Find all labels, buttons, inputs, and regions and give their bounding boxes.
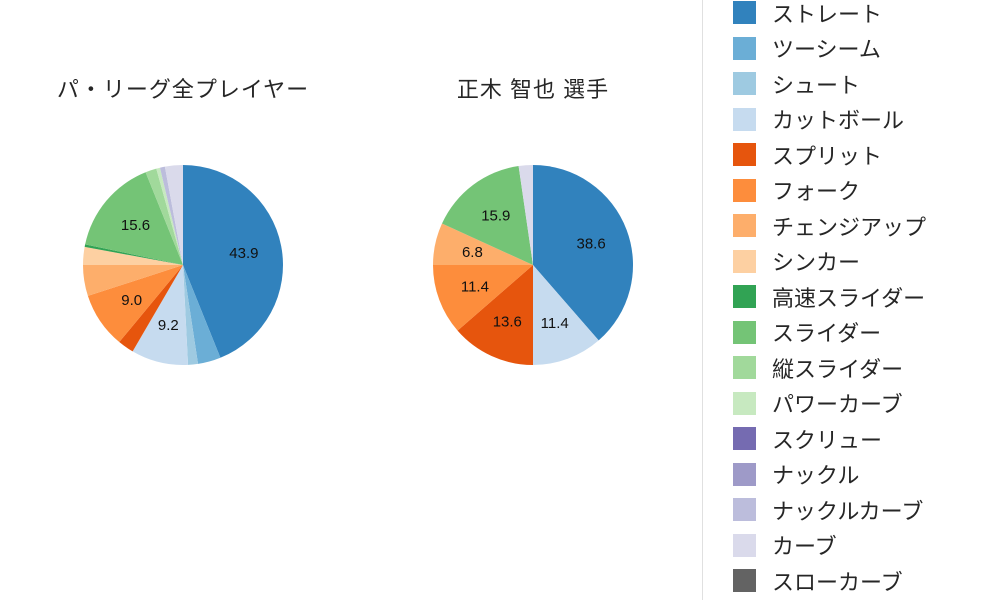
legend-swatch [733,214,756,238]
legend-swatch [733,533,756,557]
legend-item: スプリット [733,137,1000,173]
legend-swatch [733,249,756,273]
pitch-type-legend: ストレートツーシームシュートカットボール スプリットフォークチェンジアップ シンカー… [702,0,1000,600]
legend-item: ナックル [733,457,1000,493]
pie-slice-シュート [183,265,199,365]
legend-label: シンカー [772,250,861,276]
legend-swatch [733,569,756,593]
pie-slice-チェンジアップ [83,265,183,296]
pie-slice-パワーカーブ [156,167,183,265]
legend-label: スローカーブ [772,569,903,595]
legend-item: スローカーブ [733,563,1000,599]
legend-label: ナックルカーブ [772,498,924,524]
legend-item: スライダー [733,315,1000,351]
legend-swatch [733,107,756,131]
legend-item: フォーク [733,173,1000,209]
pie-slice-フォーク [87,265,183,343]
pie-slice-カーブ [164,165,183,265]
pie-slice-スプリット [457,265,533,365]
legend-label: ストレート [772,1,883,27]
legend-label: ツーシーム [772,37,881,63]
league-pie-chart: 43.9 9.2 9.0 15.6 [83,165,283,365]
slice-value-label: 11.4 [461,279,489,296]
pie-slice-シンカー [83,246,183,265]
pie-slice-ストレート [183,165,283,358]
pie-slice-スライダー [441,166,533,265]
legend-label: スプリット [772,143,883,169]
legend-swatch [733,320,756,344]
legend-label: ナックル [772,463,860,489]
legend-item: シュート [733,66,1000,102]
legend-label: パワーカーブ [772,392,903,418]
pie-slice-ナックルカーブ [159,166,183,265]
slice-value-label: 43.9 [229,245,258,262]
slice-value-label: 15.6 [121,217,150,234]
slice-value-label: 13.6 [493,313,522,330]
legend-swatch [733,462,756,486]
legend-label: シュート [772,72,861,98]
pie-slice-ツーシーム [183,265,221,364]
legend-item: スクリュー [733,421,1000,457]
legend-swatch [733,178,756,202]
legend-swatch [733,391,756,415]
pie-slice-高速スライダー [84,244,183,265]
slice-value-label: 15.9 [481,207,510,224]
pie-slice-カットボール [132,265,189,365]
legend-item: チェンジアップ [733,208,1000,244]
legend-label: カーブ [772,534,837,560]
legend-label: チェンジアップ [772,214,927,240]
legend-swatch [733,36,756,60]
legend-list: ストレートツーシームシュートカットボール スプリットフォークチェンジアップ シンカー… [733,0,1000,599]
legend-swatch [733,498,756,522]
legend-swatch [733,356,756,380]
legend-item: カーブ [733,528,1000,564]
pie-slice-カットボール [533,265,599,365]
legend-label: スクリュー [772,427,883,453]
legend-label: フォーク [772,179,861,205]
legend-label: 縦スライダー [772,356,904,382]
legend-item: ストレート [733,0,1000,31]
legend-swatch [733,427,756,451]
legend-swatch [733,72,756,96]
pie-slice-縦スライダー [145,168,183,265]
legend-label: スライダー [772,321,882,347]
slice-value-label: 38.6 [576,235,605,252]
pie-slice-チェンジアップ [433,223,533,265]
player-pie-chart: 38.611.413.611.46.815.9 [433,165,634,365]
pie-slice-ストレート [533,165,634,341]
legend-label: カットボール [772,108,905,134]
slice-value-label: 6.8 [462,244,483,261]
legend-item: 縦スライダー [733,350,1000,386]
legend-item: カットボール [733,102,1000,138]
pie-slice-フォーク [433,265,533,331]
legend-swatch [733,143,756,167]
slice-value-label: 11.4 [541,315,569,332]
legend-item: パワーカーブ [733,386,1000,422]
legend-label: 高速スライダー [772,285,926,311]
pie-slice-カーブ [518,165,533,265]
legend-item: シンカー [733,244,1000,280]
league-chart-title: パ・リーグ全プレイヤー [56,77,310,102]
legend-item: ツーシーム [733,31,1000,67]
slice-value-label: 9.0 [121,292,142,309]
legend-swatch [733,1,756,25]
legend-item: ナックルカーブ [733,492,1000,528]
pie-slice-スライダー [85,172,183,265]
pie-slice-スプリット [119,265,183,352]
slice-value-label: 9.2 [158,317,179,334]
legend-swatch [733,285,756,309]
player-chart-title: 正木 智也 選手 [456,77,610,102]
legend-item: 高速スライダー [733,279,1000,315]
